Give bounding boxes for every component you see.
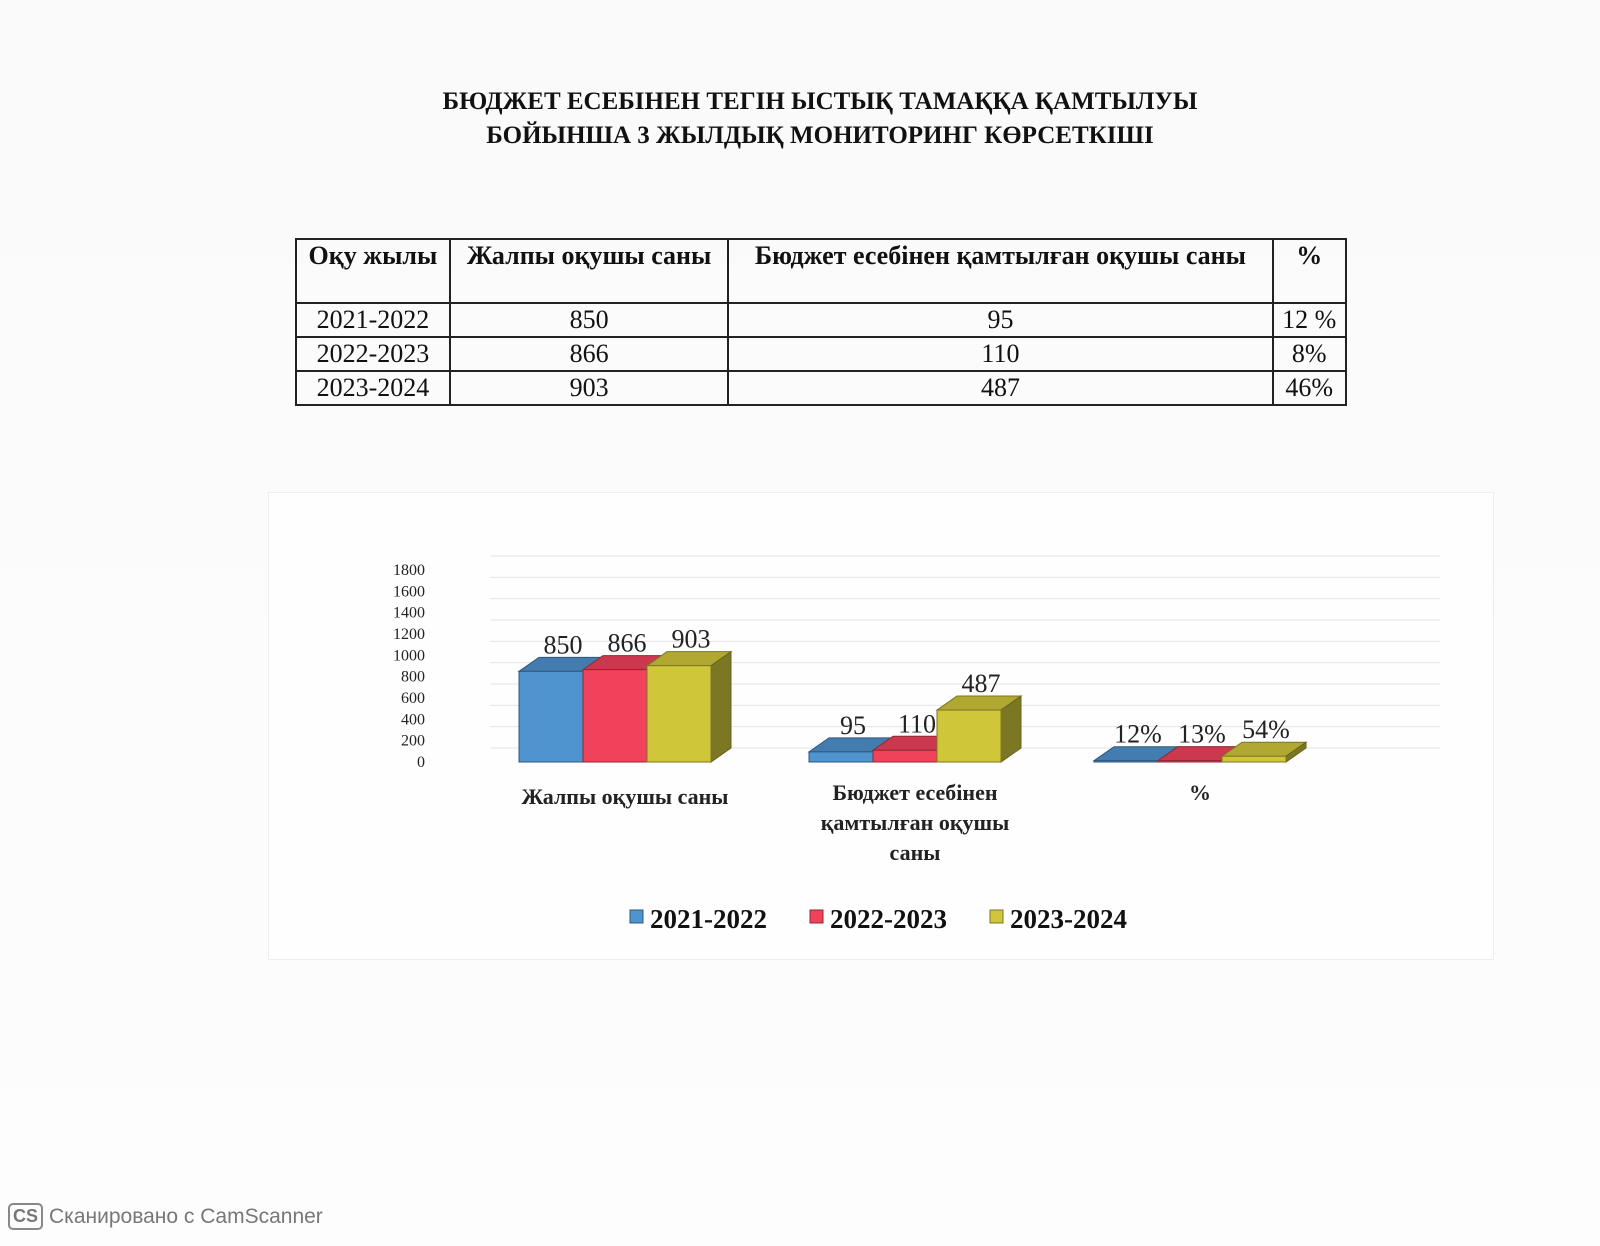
data-label: 95 [840, 711, 866, 740]
y-tick-label: 1200 [393, 626, 425, 643]
x-category-label: % [1189, 780, 1211, 805]
table-cell: 8% [1271, 336, 1348, 372]
table-cell: 866 [448, 336, 730, 372]
table-row: 2022-2023 866 110 8% [295, 336, 1348, 372]
table-cell: 903 [448, 370, 730, 406]
bar [582, 669, 648, 763]
data-label: 903 [672, 625, 711, 654]
y-tick-label: 0 [417, 754, 425, 771]
table-row: 2021-2022 850 95 12 % [295, 302, 1348, 338]
table-cell: 46% [1271, 370, 1348, 406]
footer: CS Сканировано с CamScanner [8, 1203, 323, 1230]
table-cell: 2023-2024 [295, 370, 451, 406]
table-body: 2021-2022 850 95 12 % 2022-2023 866 110 8% 2023-… [295, 302, 1348, 406]
legend-label: 2021-2022 [650, 904, 767, 934]
header-cell: % [1271, 238, 1348, 304]
header-cell: Оқу жылы [295, 238, 451, 304]
data-label: 110 [898, 709, 936, 738]
legend-swatch [809, 909, 824, 924]
x-category-label: Бюджет есебінен қамтылған оқушы саны [820, 780, 1010, 865]
logo: CS [8, 1203, 44, 1230]
bar [646, 665, 712, 763]
data-table: Оқу жылы Жалпы оқушы саны Бюджет есебінен … [295, 238, 1348, 406]
y-tick-label: 1600 [393, 583, 425, 600]
bar [1157, 760, 1223, 763]
data-label: 12% [1114, 720, 1162, 749]
header-cell: Бюджет есебінен қамтылған оқушы саны [727, 238, 1274, 304]
y-tick-label: 1400 [393, 605, 425, 622]
y-tick-label: 1000 [393, 647, 425, 664]
data-label: 13% [1178, 720, 1226, 749]
legend-swatch [989, 909, 1004, 924]
bar [1093, 760, 1159, 763]
table-cell: 850 [448, 302, 730, 338]
legend-label: 2023-2024 [1010, 904, 1127, 934]
table-cell: 12 % [1271, 302, 1348, 338]
bar-side [710, 650, 732, 763]
table-cell: 487 [727, 370, 1274, 406]
y-tick-label: 600 [401, 690, 425, 707]
table-cell: 110 [727, 336, 1274, 372]
header-row: Оқу жылы Жалпы оқушы саны Бюджет есебінен … [295, 238, 1348, 304]
bar [872, 749, 938, 763]
data-label: 866 [608, 629, 647, 658]
bar [518, 670, 584, 763]
legend-swatch [629, 909, 644, 924]
footer-text: Сканировано с CamScanner [49, 1204, 323, 1228]
bar [936, 709, 1002, 763]
x-category-label: Жалпы оқушы саны [521, 784, 729, 809]
table-row: 2023-2024 903 487 46% [295, 370, 1348, 406]
data-label: 487 [962, 669, 1001, 698]
bar [1221, 755, 1287, 763]
table-cell: 2021-2022 [295, 302, 451, 338]
chart-frame [268, 492, 1494, 960]
bar [808, 751, 874, 763]
table-cell: 2022-2023 [295, 336, 451, 372]
data-label: 54% [1242, 715, 1290, 744]
header-cell: Жалпы оқушы саны [448, 238, 730, 304]
y-tick-label: 200 [401, 733, 425, 750]
y-tick-label: 800 [401, 669, 425, 686]
y-tick-label: 400 [401, 711, 425, 728]
title-line: БЮДЖЕТ ЕСЕБІНЕН ТЕГІН ЫСТЫҚ ТАМАҚҚА ҚАМТ… [442, 88, 1198, 115]
y-tick-label: 1800 [393, 562, 425, 579]
legend-label: 2022-2023 [830, 904, 947, 934]
title-line: БОЙЫНША 3 ЖЫЛДЫҚ МОНИТОРИНГ КӨРСЕТКІШІ [486, 122, 1154, 149]
table-cell: 95 [727, 302, 1274, 338]
data-label: 850 [544, 630, 583, 659]
